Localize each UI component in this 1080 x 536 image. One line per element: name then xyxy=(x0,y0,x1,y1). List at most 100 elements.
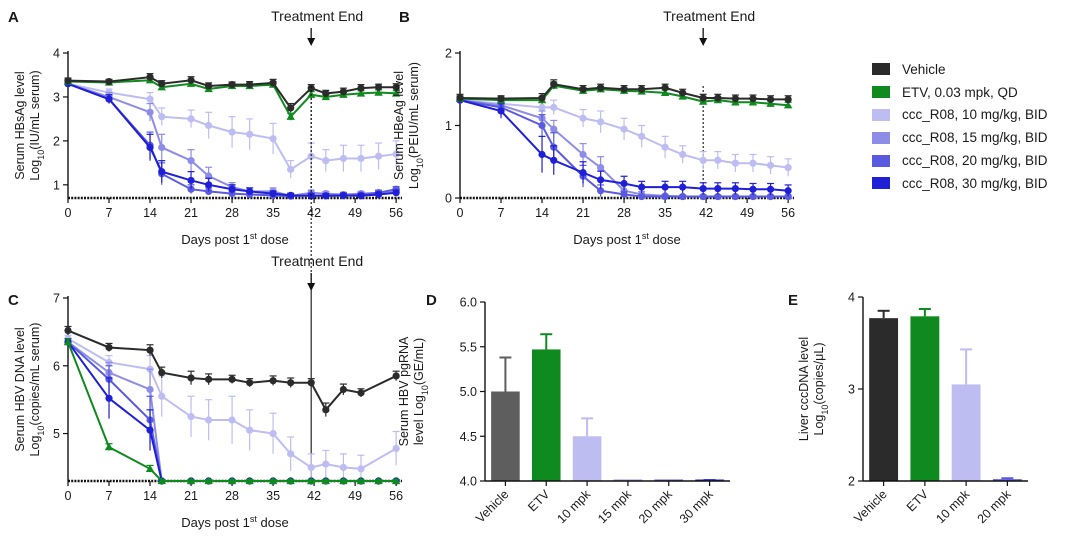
panel-d-y-label-2-part: level Log xyxy=(412,395,426,445)
panel-e-y-label-2-part: (copies/μL) xyxy=(812,343,826,405)
panel-c-x-tick-label: 14 xyxy=(143,489,157,503)
panel-c-point-mpk10 xyxy=(322,460,330,468)
panel-b-point-vehicle xyxy=(538,94,546,102)
panel-a-point-vehicle xyxy=(392,83,400,91)
legend-swatch xyxy=(872,177,890,190)
panel-a-y-label-2-part: (IU/mL serum) xyxy=(28,70,42,149)
panel-c-y-tick-label: 6 xyxy=(53,359,60,373)
panel-e-bar-2 xyxy=(910,316,940,481)
panel-b-point-mpk30 xyxy=(638,183,646,191)
panel-b-letter: B xyxy=(399,9,410,26)
panel-d-letter: D xyxy=(426,292,437,309)
panel-c-point-mpk10 xyxy=(287,450,295,458)
panel-d-bar-3 xyxy=(572,436,602,481)
panel-b-x-tick-label: 42 xyxy=(699,206,713,220)
panel-c-point-mpk15 xyxy=(146,385,154,394)
panel-c-point-vehicle xyxy=(158,368,166,377)
panel-b-treatment-end-label: Treatment End xyxy=(663,8,755,24)
panel-c-point-mpk10 xyxy=(357,465,365,473)
panel-a-series-line-mpk15 xyxy=(67,82,397,197)
panel-e-y-label-2: Log10(copies/μL) xyxy=(812,343,830,436)
panel-b-point-vehicle xyxy=(699,94,707,102)
panel-a-point-mpk10 xyxy=(339,154,348,163)
panel-b-point-vehicle xyxy=(497,95,505,103)
panel-a-y-label-2: Log10(IU/mL serum) xyxy=(28,70,46,180)
panel-b-x-label-part: st xyxy=(642,231,650,241)
panel-b-point-mpk30 xyxy=(749,185,757,193)
panel-d-bar-4 xyxy=(613,479,643,481)
panel-b-point-mpk20 xyxy=(731,192,740,201)
panel-c-point-etv xyxy=(356,476,366,485)
panel-b-x-label-part: dose xyxy=(649,232,681,247)
panel-a-point-mpk30 xyxy=(269,190,277,198)
panel-b-y-tick-label: 2 xyxy=(445,47,452,61)
panel-b-point-vehicle xyxy=(766,95,775,103)
legend-item-10mpk: ccc_R08, 10 mg/kg, BID xyxy=(872,104,1077,127)
panel-a-point-vehicle xyxy=(105,77,113,86)
panel-a-point-mpk30 xyxy=(374,190,383,199)
panel-b-point-etv xyxy=(660,88,670,97)
panel-a-point-mpk10 xyxy=(374,152,383,160)
legend-label: ccc_R08, 10 mg/kg, BID xyxy=(902,107,1048,123)
legend-label: ccc_R08, 20 mg/kg, BID xyxy=(902,153,1048,169)
panel-d-y-label-1: Serum HBV pgRNA xyxy=(397,336,411,446)
panel-a-point-vehicle xyxy=(146,73,154,81)
panel-a-x-tick-label: 56 xyxy=(389,206,403,220)
panel-d-category-label: 30 mpk xyxy=(677,487,716,526)
panel-a-point-mpk10 xyxy=(205,121,213,130)
legend-item-20mpk: ccc_R08, 20 mg/kg, BID xyxy=(872,149,1077,172)
panel-a-x-tick-label: 7 xyxy=(106,206,113,220)
panel-a-point-vehicle xyxy=(357,84,365,92)
panel-b-point-vehicle xyxy=(620,85,628,93)
panel-b-x-tick-label: 35 xyxy=(658,206,672,220)
panel-c-treatment-end-arrowhead xyxy=(307,283,316,291)
legend-label: ccc_R08, 15 mg/kg, BID xyxy=(902,130,1048,146)
panel-e-bar-4 xyxy=(992,479,1022,481)
panel-c-series-line-etv xyxy=(67,341,397,482)
panel-b-point-mpk20 xyxy=(620,190,628,198)
panel-b-x-tick-label: 0 xyxy=(457,206,464,220)
panel-c-x-label-part: dose xyxy=(257,515,289,530)
panel-a-point-mpk30 xyxy=(339,191,348,199)
legend-swatch xyxy=(872,63,890,76)
panel-b-x-label-part: Days post 1 xyxy=(573,232,642,247)
panel-d-y-tick-label: 5.5 xyxy=(460,340,477,354)
panel-b-point-vehicle xyxy=(749,95,757,103)
panel-c-point-etv xyxy=(286,476,295,485)
panel-e-y-tick-label: 3 xyxy=(848,383,855,397)
panel-a-point-vehicle xyxy=(158,80,166,88)
panel-c-point-etv xyxy=(186,476,196,485)
panel-c-point-mpk10 xyxy=(246,426,254,434)
panel-b-point-mpk20 xyxy=(699,192,707,201)
panel-d-category-label: 15 mpk xyxy=(595,487,634,526)
panel-c-y-label-1: Serum HBV DNA level xyxy=(13,327,27,451)
panel-c-x-tick-label: 7 xyxy=(106,489,113,503)
panel-b-point-vehicle xyxy=(456,94,464,102)
panel-a-series-line-mpk10 xyxy=(67,82,397,171)
legend-swatch xyxy=(872,154,890,167)
panel-c-point-vehicle xyxy=(228,375,236,383)
panel-b-point-vehicle xyxy=(731,95,740,103)
panel-c-x-tick-label: 0 xyxy=(65,489,72,503)
panel-b-y-tick-label: 1 xyxy=(445,119,452,133)
panel-b-point-mpk20 xyxy=(538,121,546,130)
panel-c-point-vehicle xyxy=(64,326,72,335)
panel-b-point-vehicle xyxy=(550,80,558,88)
panel-b-series-line-mpk10 xyxy=(459,99,789,169)
panel-a-point-vehicle xyxy=(307,84,315,92)
legend-swatch xyxy=(872,108,890,121)
panel-b-point-mpk30 xyxy=(620,179,628,188)
panel-c-point-etv xyxy=(321,476,331,485)
panel-d-y-tick-label: 5.0 xyxy=(460,385,477,399)
panel-c-point-mpk10 xyxy=(339,463,348,472)
panel-c-point-etv xyxy=(104,442,114,451)
panel-b-point-mpk10 xyxy=(661,143,669,151)
panel-c-y-label-2-part: 10 xyxy=(36,426,46,436)
panel-a-series-line-mpk30 xyxy=(67,82,397,197)
panel-b-point-mpk15 xyxy=(550,125,558,133)
panel-a-point-mpk15 xyxy=(158,143,166,152)
panel-b-point-mpk10 xyxy=(550,103,558,111)
panel-a-point-etv xyxy=(356,89,366,97)
panel-c-point-etv xyxy=(145,464,155,472)
